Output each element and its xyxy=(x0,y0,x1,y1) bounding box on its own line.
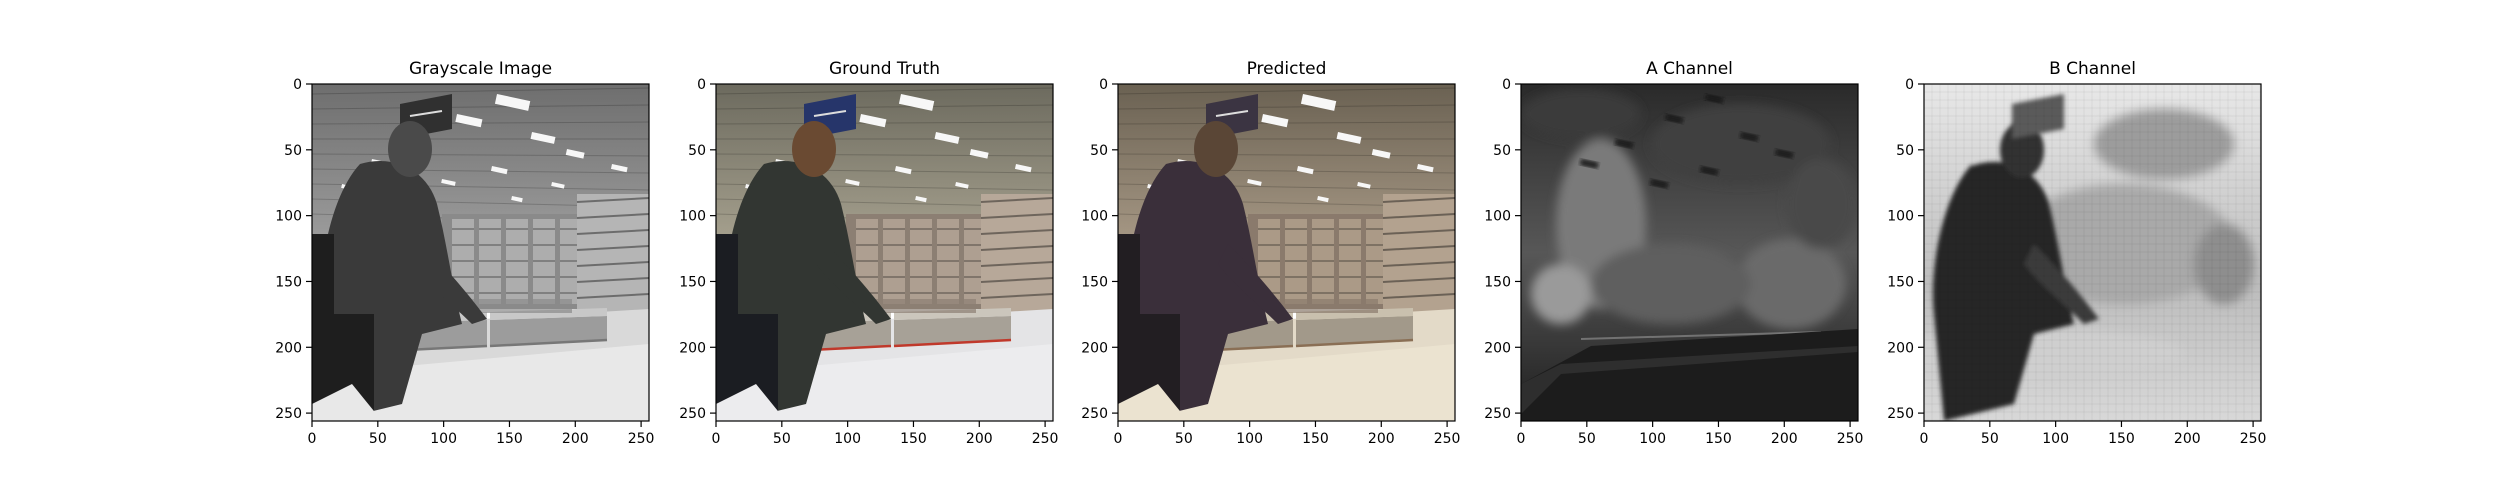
y-tick-label: 150 xyxy=(1887,274,1914,290)
x-tick-label: 0 xyxy=(308,431,317,447)
y-tick-label: 200 xyxy=(679,340,706,356)
x-tick-label: 250 xyxy=(1434,431,1461,447)
axes-frame xyxy=(311,83,650,422)
y-tick-label: 50 xyxy=(688,143,706,159)
panel-grayscale: Grayscale Image 0 50 100 150 200 250 0 50 100 150 2… xyxy=(275,59,654,447)
panel-image-truth xyxy=(716,84,1053,421)
y-tick-label: 250 xyxy=(275,406,302,422)
y-tick-label: 50 xyxy=(1090,143,1108,159)
y-tick-label: 250 xyxy=(1081,406,1108,422)
y-tick-label: 150 xyxy=(679,274,706,290)
y-tick-label: 0 xyxy=(1905,77,1914,93)
x-tick-label: 150 xyxy=(2108,431,2135,447)
x-tick-label: 0 xyxy=(1517,431,1526,447)
y-tick-label: 200 xyxy=(1484,340,1511,356)
y-tick-label: 0 xyxy=(293,77,302,93)
x-tick-label: 200 xyxy=(1368,431,1395,447)
y-tick-label: 0 xyxy=(1099,77,1108,93)
axes-frame xyxy=(1923,83,2262,422)
panel-predicted: Predicted 0 50 100 150 200 250 0 50 100 150 200 250 xyxy=(1081,59,1460,447)
y-tick-label: 250 xyxy=(679,406,706,422)
x-tick-label: 100 xyxy=(834,431,861,447)
y-tick-label: 100 xyxy=(679,209,706,225)
x-tick-label: 100 xyxy=(430,431,457,447)
x-tick-label: 100 xyxy=(2042,431,2069,447)
x-tick-label: 150 xyxy=(1302,431,1329,447)
x-tick-label: 0 xyxy=(1920,431,1929,447)
panel-title: B Channel xyxy=(2049,59,2136,79)
x-tick-label: 50 xyxy=(1578,431,1596,447)
axes-frame xyxy=(715,83,1054,422)
panel-title: Predicted xyxy=(1247,59,1327,79)
x-tick-label: 50 xyxy=(773,431,791,447)
y-tick-label: 50 xyxy=(284,143,302,159)
y-tick-label: 100 xyxy=(275,209,302,225)
x-tick-label: 200 xyxy=(966,431,993,447)
panel-b-channel: B Channel 0 50 100 150 200 250 0 50 100 150 200 250 xyxy=(1887,59,2267,447)
y-tick-label: 0 xyxy=(1502,77,1511,93)
x-tick-label: 0 xyxy=(1114,431,1123,447)
x-tick-label: 50 xyxy=(369,431,387,447)
y-tick-label: 50 xyxy=(1493,143,1511,159)
y-tick-label: 150 xyxy=(275,274,302,290)
panel-image-b-channel xyxy=(1924,84,2261,421)
x-tick-label: 50 xyxy=(1981,431,1999,447)
y-tick-label: 100 xyxy=(1887,209,1914,225)
x-tick-label: 50 xyxy=(1175,431,1193,447)
x-tick-label: 150 xyxy=(900,431,927,447)
x-tick-label: 100 xyxy=(1236,431,1263,447)
y-tick-label: 100 xyxy=(1484,209,1511,225)
x-tick-label: 200 xyxy=(562,431,589,447)
y-tick-label: 150 xyxy=(1484,274,1511,290)
y-tick-label: 200 xyxy=(1081,340,1108,356)
x-tick-label: 250 xyxy=(1032,431,1059,447)
x-tick-label: 250 xyxy=(1837,431,1864,447)
x-tick-label: 150 xyxy=(496,431,523,447)
x-tick-label: 250 xyxy=(2240,431,2267,447)
panel-image-a-channel xyxy=(1521,84,1858,421)
panel-truth: Ground Truth 0 50 100 150 200 250 0 50 100 150 200 2… xyxy=(679,59,1058,447)
axes-frame xyxy=(1117,83,1456,422)
panel-a-channel: A Channel 0 50 100 150 200 250 0 50 100 150 200 250 xyxy=(1484,59,1863,447)
panel-title: A Channel xyxy=(1646,59,1733,79)
panel-image-grayscale xyxy=(312,84,649,421)
y-tick-label: 150 xyxy=(1081,274,1108,290)
x-tick-label: 250 xyxy=(628,431,655,447)
y-tick-label: 100 xyxy=(1081,209,1108,225)
x-tick-label: 200 xyxy=(2174,431,2201,447)
panel-image-predicted xyxy=(1118,84,1455,421)
panel-title: Grayscale Image xyxy=(409,59,552,79)
y-tick-label: 250 xyxy=(1887,406,1914,422)
axes-frame xyxy=(1520,83,1859,422)
y-tick-label: 0 xyxy=(697,77,706,93)
panel-title: Ground Truth xyxy=(829,59,940,79)
x-tick-label: 0 xyxy=(712,431,721,447)
x-tick-label: 150 xyxy=(1705,431,1732,447)
y-tick-label: 250 xyxy=(1484,406,1511,422)
y-tick-label: 200 xyxy=(1887,340,1914,356)
y-tick-label: 50 xyxy=(1896,143,1914,159)
x-tick-label: 100 xyxy=(1639,431,1666,447)
x-tick-label: 200 xyxy=(1771,431,1798,447)
y-tick-label: 200 xyxy=(275,340,302,356)
